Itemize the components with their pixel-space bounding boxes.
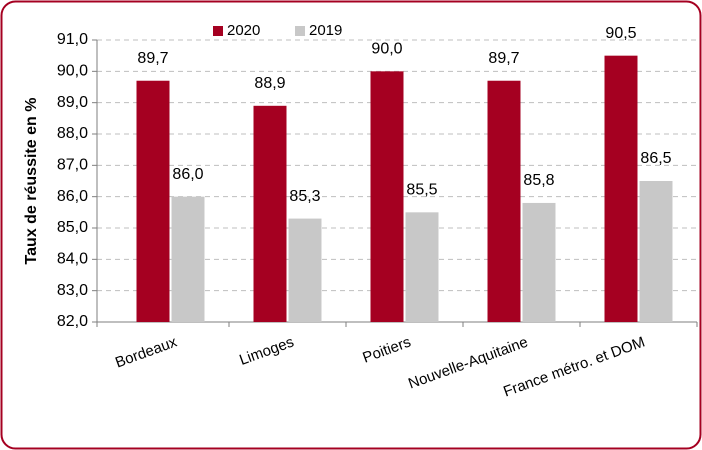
legend-swatch — [295, 26, 305, 36]
data-label: 86,5 — [640, 150, 671, 167]
data-label: 86,0 — [172, 166, 203, 183]
y-axis-label: Taux de réussite en % — [23, 98, 40, 265]
y-tick-label: 84,0 — [57, 251, 88, 268]
y-tick-label: 89,0 — [57, 94, 88, 111]
data-label: 85,3 — [289, 188, 320, 205]
bar — [522, 202, 556, 322]
bar — [288, 218, 322, 322]
y-tick-label: 83,0 — [57, 282, 88, 299]
y-tick-label: 88,0 — [57, 125, 88, 142]
y-tick-label: 86,0 — [57, 188, 88, 205]
bar — [171, 196, 205, 322]
data-label: 88,9 — [254, 75, 285, 92]
bar — [136, 80, 170, 322]
legend-label: 2019 — [309, 22, 342, 39]
legend-swatch — [213, 26, 223, 36]
data-label: 90,5 — [605, 25, 636, 42]
data-label: 89,7 — [137, 50, 168, 67]
bar — [487, 80, 521, 322]
bar — [370, 71, 404, 322]
legend-label: 2020 — [227, 22, 260, 39]
data-label: 90,0 — [371, 41, 402, 58]
y-tick-label: 87,0 — [57, 157, 88, 174]
y-tick-label: 91,0 — [57, 31, 88, 48]
data-label: 85,5 — [406, 182, 437, 199]
bar — [604, 55, 638, 323]
y-tick-label: 82,0 — [57, 313, 88, 330]
bar — [253, 105, 287, 322]
data-label: 89,7 — [488, 50, 519, 67]
data-label: 85,8 — [523, 172, 554, 189]
y-tick-label: 90,0 — [57, 63, 88, 80]
bar — [405, 212, 439, 322]
bar — [639, 181, 673, 322]
y-tick-label: 85,0 — [57, 219, 88, 236]
